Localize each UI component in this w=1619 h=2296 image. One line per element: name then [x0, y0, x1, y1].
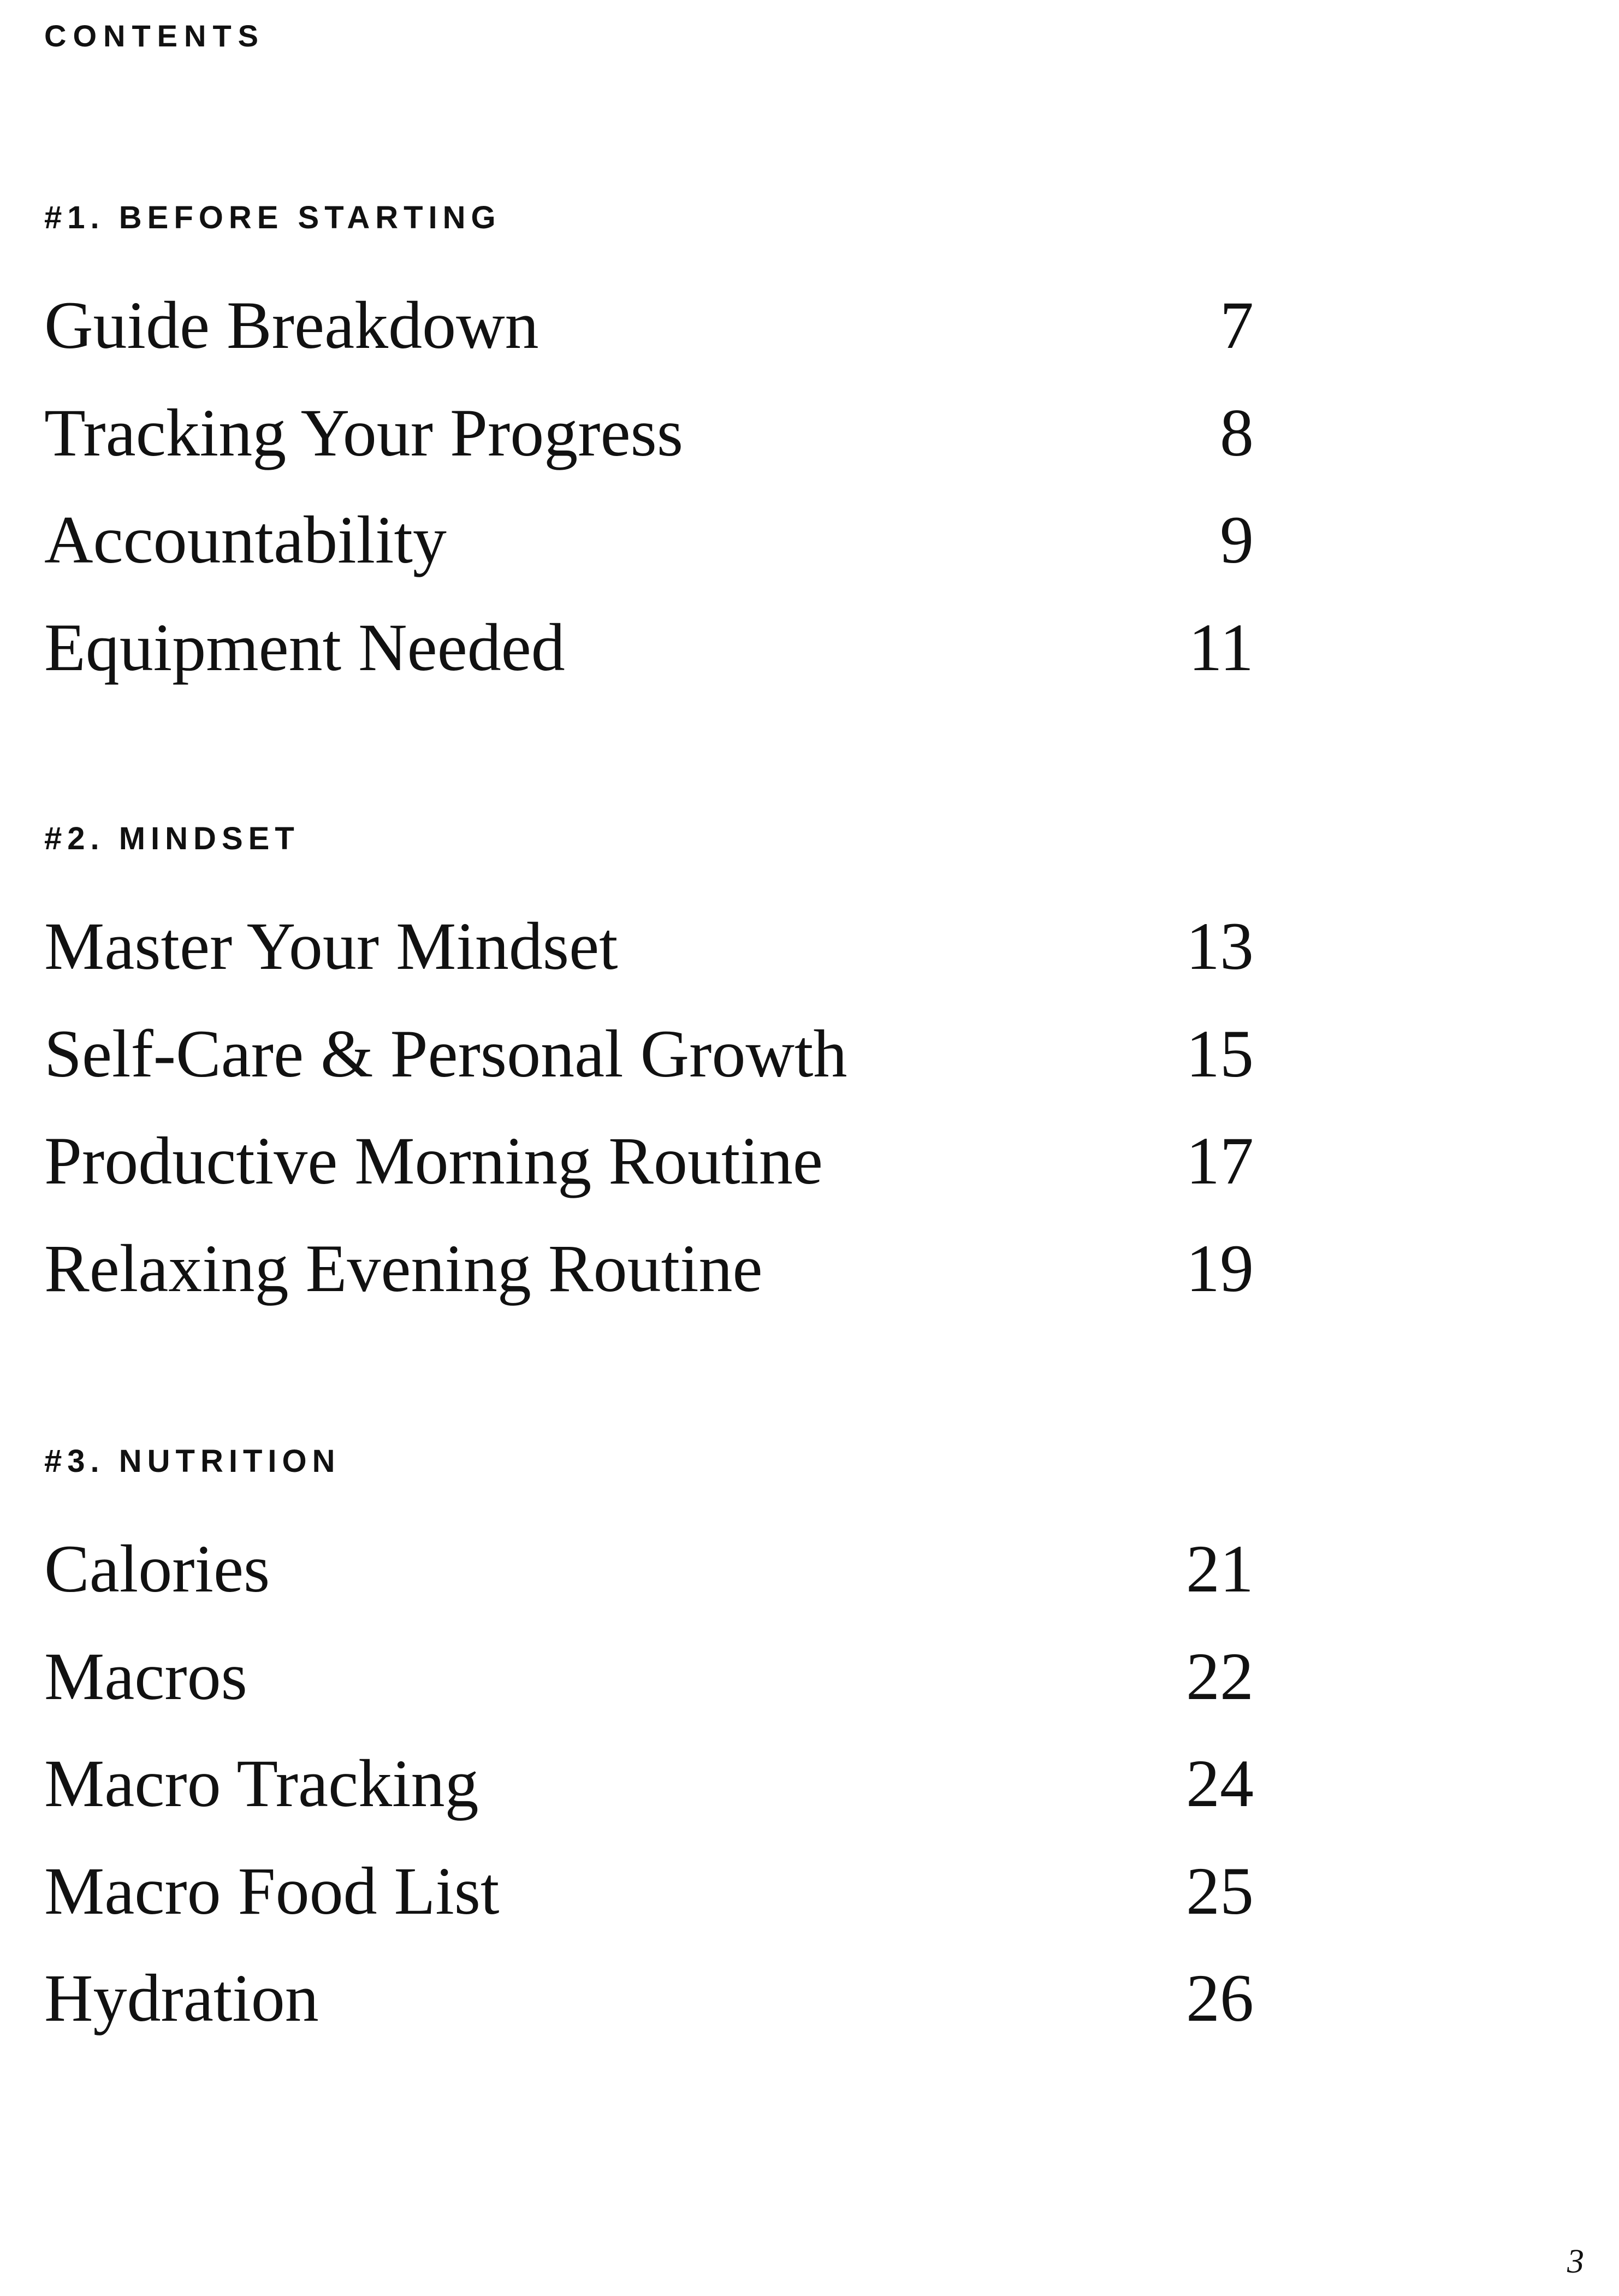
toc-entry-label: Relaxing Evening Routine: [44, 1230, 763, 1306]
toc-entry-page: 9: [1220, 502, 1254, 577]
toc-entry[interactable]: Calories 21: [44, 1535, 1254, 1603]
toc-entry[interactable]: Equipment Needed 11: [44, 609, 1254, 685]
toc-entry-label: Macro Food List: [44, 1853, 500, 1928]
toc-entry-label: Guide Breakdown: [44, 288, 539, 363]
toc-entry-label: Accountability: [44, 502, 447, 577]
section-heading: #3. NUTRITION: [44, 1443, 341, 1479]
toc-entry-label: Macro Tracking: [44, 1746, 479, 1821]
toc-entry-page: 17: [1186, 1123, 1254, 1198]
toc-entry-page: 7: [1220, 288, 1254, 363]
toc-entry-label: Hydration: [44, 1961, 319, 2035]
toc-entry[interactable]: Relaxing Evening Routine 19: [44, 1230, 1254, 1306]
toc-entry[interactable]: Master Your Mindset 13: [44, 913, 1254, 980]
section-heading: #1. BEFORE STARTING: [44, 200, 501, 235]
toc-entry[interactable]: Macro Tracking 24: [44, 1750, 1254, 1818]
toc-entry-page: 11: [1188, 609, 1254, 685]
toc-entry[interactable]: Self-Care & Personal Growth 15: [44, 1020, 1254, 1088]
toc-entry[interactable]: Tracking Your Progress 8: [44, 399, 1254, 467]
toc-entry-label: Tracking Your Progress: [44, 395, 684, 470]
toc-entry-label: Self-Care & Personal Growth: [44, 1016, 847, 1091]
toc-entry[interactable]: Hydration 26: [44, 1964, 1254, 2032]
toc-entry-label: Productive Morning Routine: [44, 1123, 823, 1198]
toc-entry-label: Equipment Needed: [44, 609, 565, 685]
toc-entry[interactable]: Accountability 9: [44, 506, 1254, 574]
toc-entry-page: 8: [1220, 395, 1254, 470]
toc-entry[interactable]: Macro Food List 25: [44, 1857, 1254, 1925]
toc-entry-page: 25: [1186, 1853, 1254, 1928]
toc-entry[interactable]: Guide Breakdown 7: [44, 292, 1254, 359]
contents-title: CONTENTS: [44, 19, 265, 53]
toc-entry-page: 26: [1186, 1961, 1254, 2035]
toc-entry-page: 24: [1186, 1746, 1254, 1821]
toc-entry-page: 22: [1186, 1638, 1254, 1714]
toc-entry[interactable]: Macros 22: [44, 1638, 1254, 1714]
toc-entry-page: 21: [1186, 1531, 1254, 1606]
toc-entry-label: Macros: [44, 1638, 247, 1714]
toc-entry-label: Master Your Mindset: [44, 909, 618, 984]
toc-entry-page: 13: [1186, 909, 1254, 984]
toc-entry-page: 19: [1186, 1230, 1254, 1306]
section-heading: #2. MINDSET: [44, 821, 300, 856]
page-number: 3: [1567, 2243, 1584, 2280]
toc-entry-label: Calories: [44, 1531, 270, 1606]
toc-entry[interactable]: Productive Morning Routine 17: [44, 1127, 1254, 1195]
toc-entry-page: 15: [1186, 1016, 1254, 1091]
